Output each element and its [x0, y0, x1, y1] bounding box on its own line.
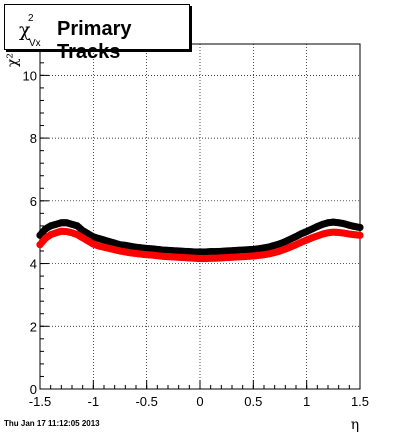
chart-title: Primary Tracks [57, 18, 132, 63]
title-superscript: 2 [28, 13, 34, 24]
y-tick-label: 4 [30, 257, 37, 272]
title-subscript: Vx [29, 38, 41, 49]
x-tick-label: -0.5 [135, 394, 157, 409]
timestamp-footer: Thu Jan 17 11:12:05 2013 [4, 419, 100, 428]
grid-lines [40, 44, 360, 389]
y-tick-label: 10 [23, 68, 37, 83]
y-axis-label: χ² [5, 53, 21, 67]
x-tick-label: 1.5 [351, 394, 369, 409]
data-point [356, 231, 364, 239]
y-tick-label: 2 [30, 319, 37, 334]
x-axis-ticks: -1.5 -1 -0.5 0 0.5 1 1.5 [29, 380, 369, 409]
y-tick-label: 8 [30, 131, 37, 146]
series-2 [36, 227, 364, 263]
data-point [356, 223, 364, 232]
title-box: χ 2 Vx Primary Tracks [4, 4, 190, 63]
x-tick-label: 1 [303, 394, 310, 409]
x-tick-label: -1.5 [29, 394, 51, 409]
series-1 [36, 218, 364, 256]
x-tick-label: 0 [196, 394, 203, 409]
x-tick-label: 0.5 [244, 394, 262, 409]
title-chi-symbol: χ [19, 19, 31, 41]
y-tick-label: 0 [30, 382, 37, 397]
x-tick-label: -1 [88, 394, 100, 409]
y-tick-label: 6 [30, 194, 37, 209]
y-axis-ticks: 0 2 4 6 8 10 [23, 49, 49, 397]
x-axis-label: η [351, 417, 359, 433]
data-series [36, 218, 364, 263]
